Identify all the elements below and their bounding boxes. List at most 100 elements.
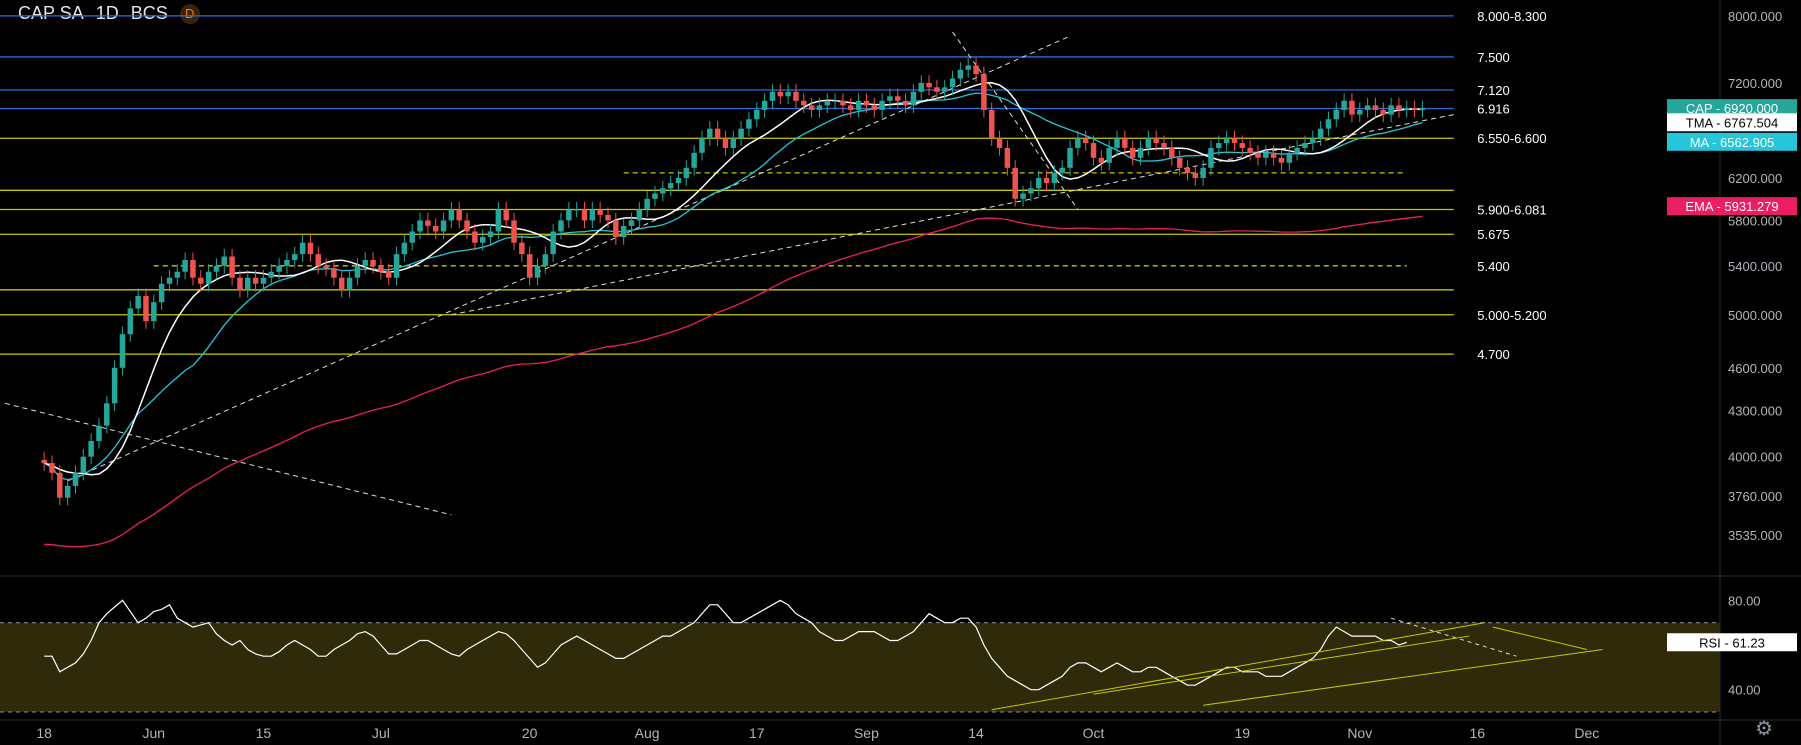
candle [1067, 147, 1073, 168]
candle [111, 367, 118, 404]
rsi-channel-line [1203, 648, 1603, 706]
candle [385, 271, 392, 278]
candle [714, 128, 721, 139]
candle [158, 283, 165, 303]
candle [315, 254, 321, 266]
candle [190, 259, 196, 278]
rsi-value-badge [1667, 633, 1797, 652]
series-value-badge: MA - 6562.905 [1667, 132, 1797, 151]
candle [1278, 157, 1285, 163]
candle [801, 100, 807, 106]
candle [284, 259, 290, 266]
symbol-name[interactable]: CAP SA [18, 3, 84, 23]
chart-header: CAP SA 1D BCS D [18, 3, 200, 24]
candle [1317, 128, 1324, 139]
candle [276, 265, 282, 272]
rsi-trendline [1390, 617, 1517, 657]
candle [534, 265, 541, 278]
candle [346, 277, 353, 290]
price-tick-label: 5400.000 [1728, 259, 1782, 274]
candle [589, 209, 596, 221]
time-tick-label: Jun [143, 725, 166, 741]
candle [613, 220, 619, 238]
candle [1239, 143, 1246, 148]
trendline [4, 402, 452, 516]
candle [957, 69, 964, 79]
price-tick-label: 3760.000 [1728, 489, 1782, 504]
candle [863, 100, 870, 106]
level-label: 5.675 [1477, 227, 1510, 242]
candle [57, 472, 63, 498]
price-tick-label: 4600.000 [1728, 361, 1782, 376]
candle [323, 265, 329, 269]
candle [354, 265, 361, 278]
candle [573, 209, 580, 211]
candle [464, 220, 470, 232]
candle [1106, 147, 1112, 163]
level-label: 8.000-8.300 [1477, 9, 1546, 24]
candle [1122, 138, 1128, 148]
candle [894, 96, 901, 101]
badge-text: EMA - 5931.279 [1685, 199, 1778, 214]
level-label: 6.550-6.600 [1477, 131, 1546, 146]
candle [628, 220, 635, 226]
candle [1357, 109, 1363, 115]
candle [88, 440, 94, 457]
candle [1098, 157, 1105, 163]
candle [1247, 147, 1253, 153]
candle [871, 105, 877, 110]
candle [1231, 138, 1238, 144]
price-tick-label: 5000.000 [1728, 308, 1782, 323]
candle [1145, 138, 1152, 148]
time-tick-label: 16 [1469, 725, 1485, 741]
candle [918, 82, 924, 92]
candle [683, 167, 690, 178]
candle [1176, 157, 1183, 168]
time-tick-label: Nov [1347, 725, 1372, 741]
candle [64, 485, 71, 498]
candle [1137, 147, 1144, 158]
badge-background [1667, 99, 1797, 118]
badge-background [1667, 132, 1797, 151]
candle [620, 225, 627, 238]
candle [1200, 167, 1206, 178]
badge-text: MA - 6562.905 [1690, 135, 1775, 150]
candle [487, 231, 494, 238]
interval-label[interactable]: 1D [95, 3, 119, 23]
candle [1380, 109, 1387, 115]
candle [816, 105, 823, 110]
rsi-channel-line [1492, 626, 1587, 650]
candle [1341, 100, 1347, 110]
candle [1028, 188, 1034, 194]
candle [338, 277, 345, 290]
candle [879, 100, 885, 110]
time-tick-label: Dec [1574, 725, 1599, 741]
candle [754, 109, 760, 120]
candle [675, 177, 682, 184]
candle [1129, 147, 1136, 158]
settings-gear-icon[interactable]: ⚙ [1755, 718, 1773, 740]
candle [198, 277, 204, 284]
badge-background [1667, 197, 1797, 216]
candle [174, 271, 181, 278]
candle [307, 242, 314, 255]
candle [80, 456, 87, 473]
time-tick-label: Aug [635, 725, 660, 741]
candle [973, 65, 979, 75]
candle [1263, 152, 1269, 158]
candle [72, 472, 79, 486]
candle [558, 220, 564, 232]
candle [1004, 147, 1011, 168]
candle [151, 302, 157, 322]
candle [1255, 152, 1261, 158]
series-value-badge: CAP - 6920.000 [1667, 99, 1797, 118]
candle [910, 91, 917, 106]
price-tick-label: 4300.000 [1728, 404, 1782, 419]
candle [902, 100, 909, 106]
candle [1372, 105, 1379, 110]
candle [331, 268, 337, 278]
candle [1035, 177, 1042, 189]
candle [1169, 147, 1175, 158]
candle [1286, 152, 1293, 163]
